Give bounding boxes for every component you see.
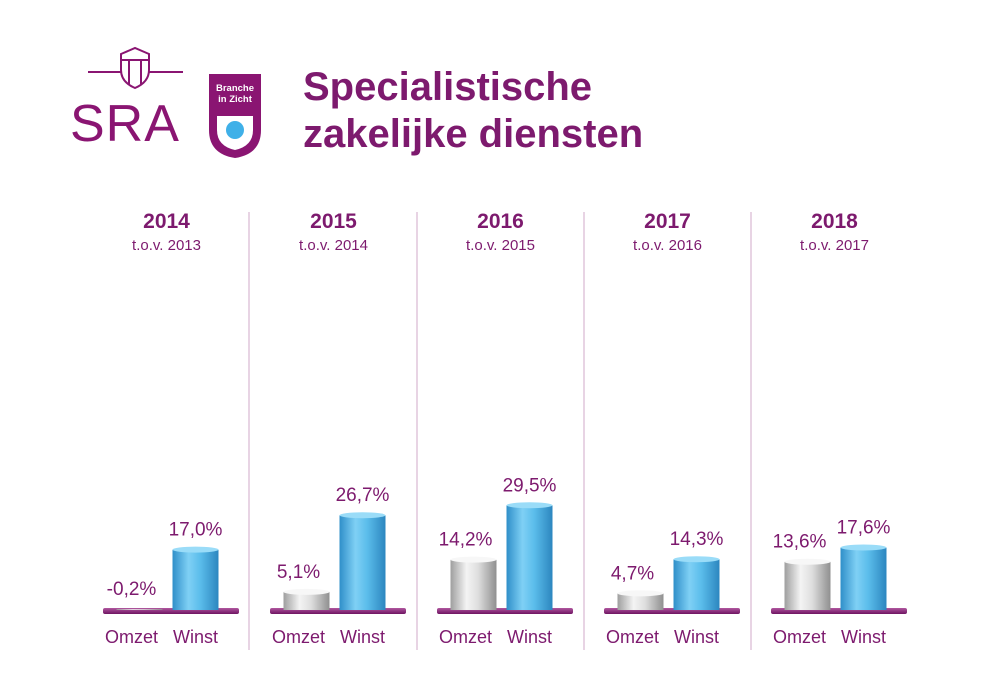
omzet-value-label: -0,2% bbox=[107, 579, 157, 600]
year-label: 2015 bbox=[310, 210, 357, 233]
comparison-label: t.o.v. 2015 bbox=[466, 237, 535, 254]
year-label: 2017 bbox=[644, 210, 691, 233]
bar-top-cap bbox=[339, 512, 386, 519]
badge-line-1: Branche bbox=[215, 83, 254, 94]
sra-shield-icon bbox=[88, 46, 183, 90]
badge-shield-icon bbox=[209, 74, 261, 158]
winst-category-label: Winst bbox=[674, 627, 719, 647]
winst-category-label: Winst bbox=[340, 627, 385, 647]
winst-bar bbox=[506, 505, 553, 610]
omzet-value-label: 5,1% bbox=[277, 562, 320, 583]
page-title: Specialistische zakelijke diensten bbox=[303, 64, 643, 158]
baseline-plate bbox=[103, 608, 239, 614]
winst-bar bbox=[673, 559, 720, 610]
branche-in-zicht-badge: Branche in Zicht bbox=[209, 74, 261, 158]
winst-value-label: 14,3% bbox=[670, 529, 724, 550]
winst-value-label: 26,7% bbox=[336, 485, 390, 506]
omzet-bar bbox=[784, 561, 831, 610]
comparison-label: t.o.v. 2013 bbox=[132, 237, 201, 254]
winst-bar bbox=[172, 549, 219, 610]
bar-top-cap bbox=[450, 556, 497, 563]
omzet-category-label: Omzet bbox=[272, 627, 325, 647]
bar-top-cap bbox=[617, 590, 664, 597]
winst-category-label: Winst bbox=[507, 627, 552, 647]
omzet-bar bbox=[116, 609, 163, 610]
omzet-bar bbox=[450, 559, 497, 610]
omzet-category-label: Omzet bbox=[773, 627, 826, 647]
winst-bar bbox=[339, 515, 386, 610]
bar-top-cap bbox=[506, 502, 553, 509]
winst-value-label: 29,5% bbox=[503, 475, 557, 496]
sra-logo-text: SRA bbox=[70, 95, 180, 153]
omzet-category-label: Omzet bbox=[439, 627, 492, 647]
omzet-bar bbox=[617, 593, 664, 610]
bar-top-cap bbox=[283, 588, 330, 595]
omzet-category-label: Omzet bbox=[105, 627, 158, 647]
comparison-label: t.o.v. 2016 bbox=[633, 237, 702, 254]
omzet-value-label: 4,7% bbox=[611, 563, 654, 584]
page-title-line-1: Specialistische bbox=[303, 65, 593, 109]
page-title-line-2: zakelijke diensten bbox=[303, 112, 644, 156]
omzet-bar bbox=[283, 591, 330, 610]
bar-top-cap bbox=[172, 546, 219, 553]
winst-category-label: Winst bbox=[841, 627, 886, 647]
bar-top-cap bbox=[784, 558, 831, 565]
bar-top-cap bbox=[673, 556, 720, 563]
year-label: 2014 bbox=[143, 210, 190, 233]
year-label: 2016 bbox=[477, 210, 524, 233]
badge-line-2: in Zicht bbox=[218, 94, 252, 105]
comparison-label: t.o.v. 2017 bbox=[800, 237, 869, 254]
omzet-category-label: Omzet bbox=[606, 627, 659, 647]
winst-value-label: 17,0% bbox=[169, 520, 223, 541]
winst-value-label: 17,6% bbox=[837, 518, 891, 539]
bar-top-cap bbox=[840, 544, 887, 551]
comparison-label: t.o.v. 2014 bbox=[299, 237, 368, 254]
winst-category-label: Winst bbox=[173, 627, 218, 647]
winst-bar bbox=[840, 547, 887, 610]
year-label: 2018 bbox=[811, 210, 858, 233]
sra-logo: SRA Branche in Zicht bbox=[70, 40, 270, 160]
omzet-value-label: 14,2% bbox=[439, 530, 493, 551]
omzet-value-label: 13,6% bbox=[773, 532, 827, 553]
